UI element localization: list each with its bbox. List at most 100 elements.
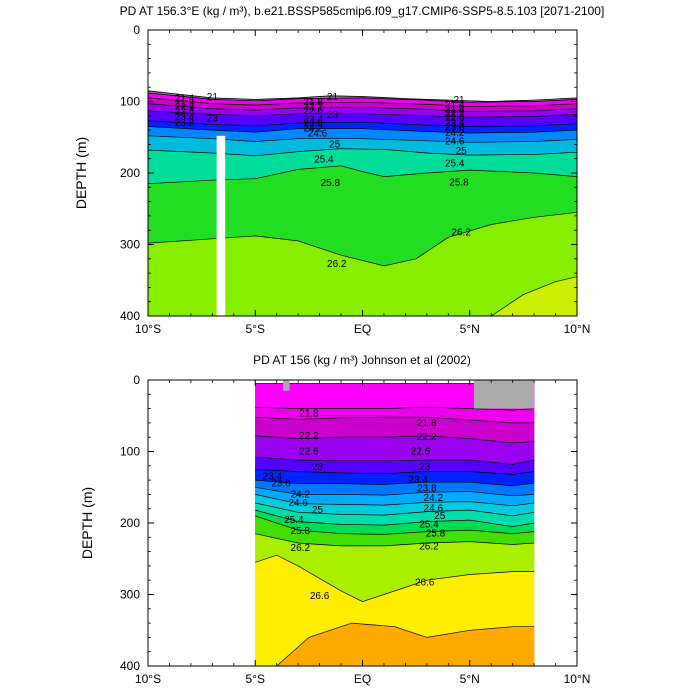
bottom-title: PD AT 156 (kg / m³) Johnson et al (2002) (253, 353, 471, 367)
top-title: PD AT 156.3°E (kg / m³), b.e21.BSSP585cm… (120, 4, 605, 18)
bottom-contour-label: 25.8 (291, 526, 311, 537)
top-contour-label: 24.6 (445, 137, 465, 148)
bottom-y-tick-label: 300 (120, 588, 140, 602)
top-y-tick-label: 400 (120, 309, 140, 323)
bottom-contour-label: 26.6 (415, 577, 435, 588)
top-contour-label: 25.8 (321, 178, 341, 189)
top-contour-label: 21.8 (445, 104, 465, 115)
top-contour-label: 25.4 (314, 154, 334, 165)
top-contour-label: 23.8 (445, 122, 465, 133)
bottom-contour-label: 22.2 (417, 432, 437, 443)
bottom-contour-label: 23.4 (409, 475, 429, 486)
top-contour-label: 21 (453, 95, 465, 106)
top-contour-line (148, 110, 577, 118)
bottom-plot-area: 21.822.222.62323.423.824.224.62525.425.8… (255, 380, 535, 666)
bottom-contour-label: 25.4 (419, 519, 439, 530)
top-contour-label: 23 (207, 114, 219, 125)
top-contour-label: 21 (327, 92, 339, 103)
top-contour-label: 24.2 (303, 124, 323, 135)
top-contour-line (148, 97, 577, 107)
bottom-contour-label: 24.2 (291, 489, 311, 500)
top-x-tick-label: 10°S (135, 322, 161, 336)
bottom-y-tick-label: 100 (120, 445, 140, 459)
bottom-contour-label: 26.2 (291, 543, 311, 554)
top-contour-line (148, 126, 577, 134)
top-contour-line (148, 165, 577, 185)
bottom-contour-line (255, 502, 535, 517)
bottom-contour-line (255, 479, 535, 487)
bottom-contour-label: 24.6 (424, 504, 444, 515)
bottom-contour-line (255, 435, 535, 444)
bottom-x-tick-label: 5°S (246, 672, 265, 686)
bottom-contour-label: 25 (312, 505, 324, 516)
bottom-contour-label: 21.8 (417, 418, 437, 429)
bottom-contour-label: 25.4 (284, 515, 304, 526)
bottom-contour-line (255, 515, 535, 535)
bottom-contour-label: 25 (434, 511, 446, 522)
bottom-contour-label: 24.2 (424, 493, 444, 504)
bottom-contour-line (255, 416, 535, 424)
top-x-tick-label: EQ (354, 322, 371, 336)
top-x-tick-label: 5°S (246, 322, 265, 336)
bottom-panel: PD AT 156 (kg / m³) Johnson et al (2002)… (79, 353, 590, 686)
top-contour-line (148, 135, 577, 143)
top-contour-label: 24.6 (308, 129, 328, 140)
bottom-contour-label: 26.6 (310, 591, 330, 602)
top-contour-label: 26.2 (327, 259, 347, 270)
bottom-x-tick-label: 5°N (460, 672, 480, 686)
bottom-contour-line (255, 456, 535, 465)
top-contour-line (148, 92, 577, 103)
top-contour-label: 22.6 (445, 113, 465, 124)
top-contour-label: 22.2 (175, 102, 195, 113)
bottom-y-tick-label: 200 (120, 516, 140, 530)
top-contour-label: 23.4 (445, 118, 465, 129)
top-panel: PD AT 156.3°E (kg / m³), b.e21.BSSP585cm… (73, 4, 604, 336)
top-contour-label: 21.4 (175, 94, 195, 105)
bottom-missing-region (283, 380, 290, 391)
bottom-missing-region (474, 380, 535, 409)
top-missing-column (216, 135, 226, 316)
top-y-tick-label: 300 (120, 238, 140, 252)
bottom-contour-line (255, 509, 535, 527)
bottom-contour-line (255, 406, 535, 411)
bottom-contour-label: 26.2 (419, 542, 439, 553)
bottom-y-tick-label: 0 (133, 373, 140, 387)
top-contour-line (148, 211, 577, 267)
bottom-contour-label: 25.8 (426, 529, 446, 540)
top-surface-line (148, 90, 577, 102)
bottom-contour-label: 23 (419, 462, 431, 473)
bottom-y-tick-label: 400 (120, 659, 140, 673)
bottom-contour-label: 22.6 (411, 447, 431, 458)
top-contour-label: 25.4 (445, 159, 465, 170)
top-contour-label: 22.2 (445, 109, 465, 120)
top-y-tick-label: 200 (120, 166, 140, 180)
bottom-axes: 10°S 5°S EQ 5°N 10°N 0 100 200 300 400 (120, 373, 590, 686)
top-contour-label: 25.8 (449, 177, 469, 188)
top-contour-label: 23 (327, 110, 339, 121)
top-x-tick-label: 10°N (564, 322, 591, 336)
top-contour-label: 22.2 (303, 102, 323, 113)
bottom-x-tick-label: 10°S (135, 672, 161, 686)
bottom-contour-label: 22.6 (299, 447, 319, 458)
top-contour-label: 23.4 (175, 112, 195, 123)
top-layer-fill (490, 276, 577, 316)
bottom-contour-label: 22.2 (299, 431, 319, 442)
top-contour-line (148, 103, 577, 112)
bottom-contour-line (255, 533, 535, 547)
top-contour-label: 23.4 (303, 114, 323, 125)
bottom-contour-label: 23 (312, 462, 324, 473)
top-contour-label: 23.8 (175, 118, 195, 129)
top-contour-label: 23.8 (303, 119, 323, 130)
top-contour-line (148, 120, 577, 127)
top-y-tick-label: 0 (133, 23, 140, 37)
bottom-contour-line (255, 486, 535, 497)
top-y-tick-label: 100 (120, 95, 140, 109)
bottom-x-tick-label: 10°N (564, 672, 591, 686)
top-contour-label: 25 (329, 139, 341, 150)
top-contour-label: 21.4 (445, 100, 465, 111)
bottom-contour-label: 23.8 (271, 479, 291, 490)
bottom-contour-line (255, 554, 535, 602)
bottom-contour-label: 23.8 (417, 484, 437, 495)
bottom-contour-line (255, 494, 535, 507)
